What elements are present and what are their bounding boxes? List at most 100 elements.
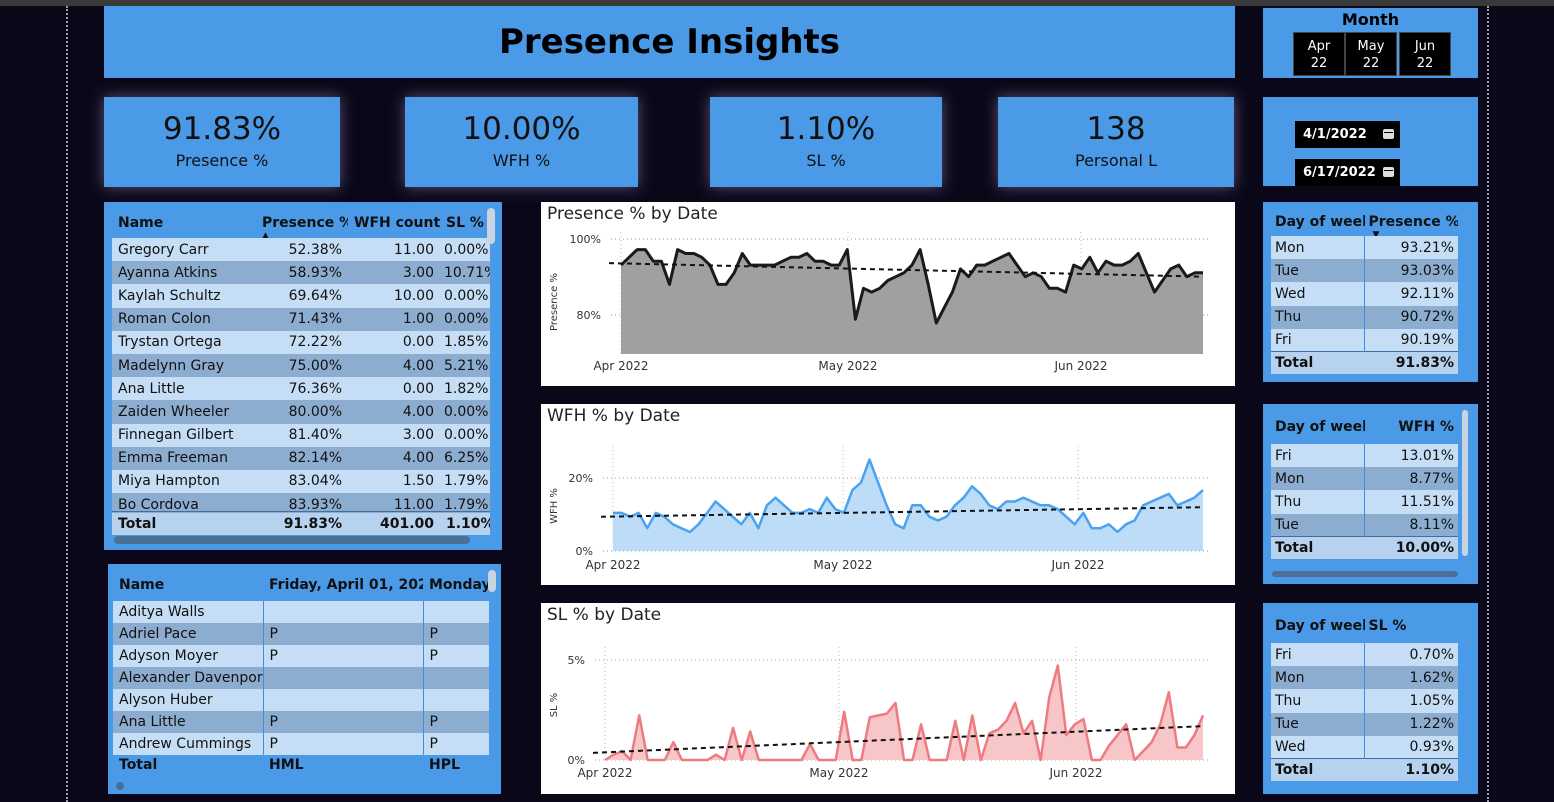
- data-point[interactable]: [1047, 503, 1052, 508]
- data-point[interactable]: [654, 758, 659, 763]
- data-point[interactable]: [611, 510, 616, 515]
- data-point[interactable]: [627, 255, 632, 260]
- data-point[interactable]: [910, 263, 915, 268]
- data-point[interactable]: [901, 526, 906, 531]
- table-row[interactable]: Fri 0.70%: [1271, 643, 1458, 667]
- column-header-presence[interactable]: Presence % ▲: [256, 208, 348, 238]
- data-point[interactable]: [1141, 749, 1146, 754]
- data-point[interactable]: [893, 274, 898, 279]
- data-point[interactable]: [961, 495, 966, 500]
- data-point[interactable]: [1201, 713, 1206, 718]
- data-point[interactable]: [1175, 745, 1180, 750]
- table-row[interactable]: Miya Hampton 83.04% 1.50 1.79%: [112, 469, 490, 494]
- data-point[interactable]: [845, 247, 850, 252]
- data-point[interactable]: [813, 259, 818, 264]
- data-point[interactable]: [1072, 522, 1077, 527]
- data-point[interactable]: [1089, 526, 1094, 531]
- data-point[interactable]: [773, 495, 778, 500]
- data-point[interactable]: [982, 263, 987, 268]
- data-point[interactable]: [1124, 722, 1129, 727]
- table-row[interactable]: Thu 90.72%: [1271, 305, 1458, 329]
- data-point[interactable]: [696, 522, 701, 527]
- data-point[interactable]: [1201, 488, 1206, 493]
- data-point[interactable]: [966, 274, 971, 279]
- data-point[interactable]: [662, 758, 667, 763]
- table-row[interactable]: Ana Little P P: [113, 711, 489, 733]
- data-point[interactable]: [1012, 499, 1017, 504]
- data-point[interactable]: [679, 758, 684, 763]
- data-point[interactable]: [1038, 758, 1043, 763]
- table-row[interactable]: Wed 92.11%: [1271, 282, 1458, 306]
- data-point[interactable]: [1136, 251, 1141, 256]
- data-point[interactable]: [893, 522, 898, 527]
- data-point[interactable]: [740, 251, 745, 256]
- table-row[interactable]: Alyson Huber: [113, 689, 489, 711]
- data-point[interactable]: [910, 503, 915, 508]
- data-point[interactable]: [1132, 518, 1137, 523]
- data-point[interactable]: [799, 758, 804, 763]
- data-point[interactable]: [926, 282, 931, 287]
- column-header-name[interactable]: Name: [119, 577, 165, 593]
- data-point[interactable]: [974, 263, 979, 268]
- data-point[interactable]: [645, 526, 650, 531]
- table-row[interactable]: Ayanna Atkins 58.93% 3.00 10.71%: [112, 261, 490, 285]
- data-point[interactable]: [950, 290, 955, 295]
- data-point[interactable]: [927, 758, 932, 763]
- data-point[interactable]: [1152, 290, 1157, 295]
- vertical-scrollbar[interactable]: [487, 208, 495, 244]
- data-point[interactable]: [918, 247, 923, 252]
- month-button-jun[interactable]: Jun 22: [1399, 32, 1451, 76]
- data-point[interactable]: [756, 758, 761, 763]
- data-point[interactable]: [833, 758, 838, 763]
- data-point[interactable]: [1192, 495, 1197, 500]
- data-point[interactable]: [670, 522, 675, 527]
- data-point[interactable]: [876, 713, 881, 718]
- data-point[interactable]: [1128, 259, 1133, 264]
- data-point[interactable]: [850, 488, 855, 493]
- data-point[interactable]: [942, 305, 947, 310]
- data-point[interactable]: [825, 758, 830, 763]
- data-point[interactable]: [910, 758, 915, 763]
- data-point[interactable]: [998, 255, 1003, 260]
- data-point[interactable]: [927, 514, 932, 519]
- end-date-input[interactable]: 6/17/2022: [1295, 159, 1400, 186]
- table-row[interactable]: Finnegan Gilbert 81.40% 3.00 0.00%: [112, 423, 490, 447]
- data-point[interactable]: [996, 727, 1001, 732]
- data-point[interactable]: [1047, 695, 1052, 700]
- data-point[interactable]: [1112, 263, 1117, 268]
- data-point[interactable]: [884, 503, 889, 508]
- data-point[interactable]: [919, 722, 924, 727]
- data-point[interactable]: [679, 526, 684, 531]
- table-row[interactable]: Fri 90.19%: [1271, 328, 1458, 352]
- data-point[interactable]: [603, 758, 608, 763]
- data-point[interactable]: [671, 740, 676, 745]
- data-point[interactable]: [821, 259, 826, 264]
- data-point[interactable]: [1183, 745, 1188, 750]
- data-point[interactable]: [853, 317, 858, 322]
- data-point[interactable]: [688, 758, 693, 763]
- data-point[interactable]: [699, 255, 704, 260]
- data-point[interactable]: [1160, 278, 1165, 283]
- table-row[interactable]: Thu 11.51%: [1271, 490, 1458, 514]
- data-point[interactable]: [1089, 758, 1094, 763]
- data-point[interactable]: [739, 522, 744, 527]
- data-point[interactable]: [1149, 740, 1154, 745]
- data-point[interactable]: [1013, 700, 1018, 705]
- data-point[interactable]: [867, 457, 872, 462]
- data-point[interactable]: [842, 709, 847, 714]
- data-point[interactable]: [1015, 263, 1020, 268]
- data-point[interactable]: [1072, 722, 1077, 727]
- data-point[interactable]: [1098, 758, 1103, 763]
- data-point[interactable]: [705, 510, 710, 515]
- data-point[interactable]: [1030, 499, 1035, 504]
- data-point[interactable]: [716, 282, 721, 287]
- table-row[interactable]: Tue 93.03%: [1271, 259, 1458, 283]
- data-point[interactable]: [1104, 259, 1109, 264]
- data-point[interactable]: [829, 263, 834, 268]
- table-row[interactable]: Adriel Pace P P: [113, 623, 489, 645]
- data-point[interactable]: [944, 758, 949, 763]
- data-point[interactable]: [978, 491, 983, 496]
- data-point[interactable]: [722, 758, 727, 763]
- column-header-day[interactable]: Day of weeks: [1275, 618, 1365, 634]
- data-point[interactable]: [961, 758, 966, 763]
